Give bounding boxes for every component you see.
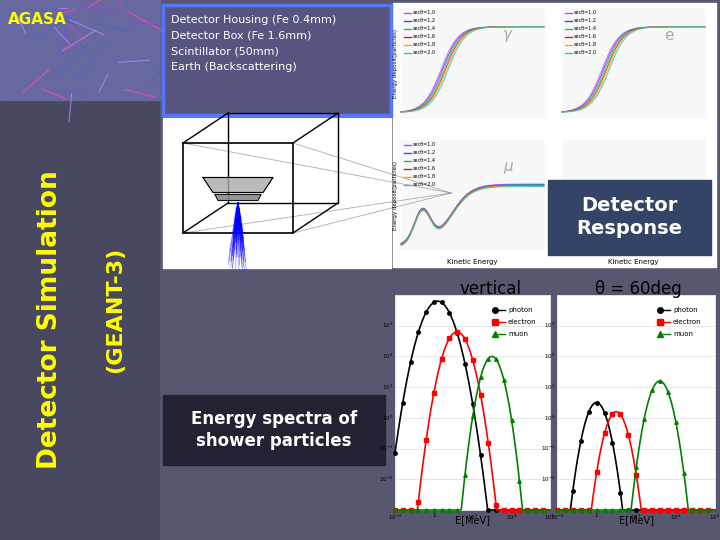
Text: Detector Simulation: Detector Simulation: [37, 171, 63, 469]
Text: secθ=1.0: secθ=1.0: [574, 10, 597, 16]
Bar: [401, 140, 544, 250]
Bar: [401, 8, 544, 118]
Text: $10^{-1}$: $10^{-1}$: [541, 444, 555, 453]
Text: $10^{2}$: $10^{2}$: [631, 513, 642, 522]
Text: (GEANT-3): (GEANT-3): [105, 247, 125, 373]
Text: muon: muon: [508, 331, 528, 337]
Text: $10^{-2}$: $10^{-2}$: [379, 475, 393, 484]
Text: Detector Housing (Fe 0.4mm)
Detector Box (Fe 1.6mm)
Scintillator (50mm)
Earth (B: Detector Housing (Fe 0.4mm) Detector Box…: [171, 15, 336, 72]
Text: $10^{1}$: $10^{1}$: [544, 382, 555, 392]
Text: $10^{0}$: $10^{0}$: [382, 413, 393, 422]
Text: $10^{0}$: $10^{0}$: [544, 413, 555, 422]
Text: $10^{3}$: $10^{3}$: [544, 321, 555, 330]
Text: $10^{-2}$: $10^{-2}$: [541, 475, 555, 484]
Text: Kinetic Energy: Kinetic Energy: [446, 259, 498, 265]
Text: electron: electron: [508, 319, 536, 325]
Text: Energy spectra of
shower particles: Energy spectra of shower particles: [191, 410, 357, 450]
Text: $10^{2}$: $10^{2}$: [544, 352, 555, 361]
Text: Energy deposit(particles): Energy deposit(particles): [394, 29, 398, 98]
Text: Detector
Response: Detector Response: [576, 195, 682, 238]
Text: $10^{2}$: $10^{2}$: [382, 352, 393, 361]
Bar: [160, 270, 720, 540]
Text: secθ=1.8: secθ=1.8: [574, 43, 597, 48]
Text: AGASA: AGASA: [8, 12, 67, 27]
Polygon shape: [203, 178, 273, 192]
Text: secθ=2.0: secθ=2.0: [574, 51, 597, 56]
Bar: [160, 0, 720, 270]
Text: θ = 60deg: θ = 60deg: [595, 280, 681, 298]
Text: secθ=1.8: secθ=1.8: [413, 43, 436, 48]
Text: photon: photon: [508, 307, 533, 313]
Bar: [163, 118, 391, 268]
Text: secθ=1.8: secθ=1.8: [413, 174, 436, 179]
Text: secθ=1.2: secθ=1.2: [413, 18, 436, 24]
Bar: [393, 3, 716, 267]
Text: 1: 1: [595, 513, 598, 518]
Text: $10^{4}$: $10^{4}$: [505, 513, 517, 522]
Bar: [395, 295, 550, 510]
Text: $10^{6}$: $10^{6}$: [544, 513, 556, 522]
Text: secθ=1.4: secθ=1.4: [413, 159, 436, 164]
Text: Kinetic Energy: Kinetic Energy: [605, 201, 665, 211]
Text: vertical: vertical: [459, 280, 521, 298]
Text: $10^{6}$: $10^{6}$: [709, 513, 720, 522]
Text: $\mu$: $\mu$: [503, 159, 514, 176]
Bar: [562, 8, 705, 118]
Bar: [163, 5, 391, 115]
Text: $10^{3}$: $10^{3}$: [382, 321, 393, 330]
Text: secθ=1.6: secθ=1.6: [413, 35, 436, 39]
Text: $10^{1}$: $10^{1}$: [382, 382, 393, 392]
Text: $\gamma$: $\gamma$: [503, 28, 514, 44]
Text: muon: muon: [673, 331, 693, 337]
Text: secθ=2.0: secθ=2.0: [413, 183, 436, 187]
Text: E[MeV]: E[MeV]: [454, 515, 490, 525]
Text: secθ=2.0: secθ=2.0: [413, 51, 436, 56]
Text: E[MeV]: E[MeV]: [618, 515, 654, 525]
Bar: [548, 180, 711, 255]
Text: photon: photon: [673, 307, 698, 313]
Text: electron: electron: [673, 319, 701, 325]
Text: secθ=1.4: secθ=1.4: [413, 26, 436, 31]
Text: Energy deposit(particles): Energy deposit(particles): [394, 160, 398, 230]
Text: $10^{2}$: $10^{2}$: [467, 513, 478, 522]
Text: Kinetic Energy: Kinetic Energy: [608, 259, 658, 265]
Bar: [557, 295, 715, 510]
Text: 1: 1: [432, 513, 436, 518]
Text: secθ=1.6: secθ=1.6: [574, 35, 597, 39]
Text: secθ=1.2: secθ=1.2: [574, 18, 597, 24]
Text: secθ=1.4: secθ=1.4: [574, 26, 597, 31]
Text: secθ=1.0: secθ=1.0: [413, 10, 436, 16]
Text: $10^{-2}$: $10^{-2}$: [388, 513, 402, 522]
Text: e: e: [665, 28, 674, 43]
Polygon shape: [215, 194, 261, 200]
Bar: [163, 395, 385, 465]
Text: secθ=1.6: secθ=1.6: [413, 166, 436, 172]
Text: $10^{4}$: $10^{4}$: [670, 513, 681, 522]
Text: secθ=1.0: secθ=1.0: [413, 143, 436, 147]
Text: $10^{-1}$: $10^{-1}$: [379, 444, 393, 453]
Text: $10^{-2}$: $10^{-2}$: [550, 513, 564, 522]
Bar: [0, 0, 160, 540]
Bar: [0, 0, 160, 100]
Text: secθ=1.2: secθ=1.2: [413, 151, 436, 156]
Bar: [562, 140, 705, 250]
